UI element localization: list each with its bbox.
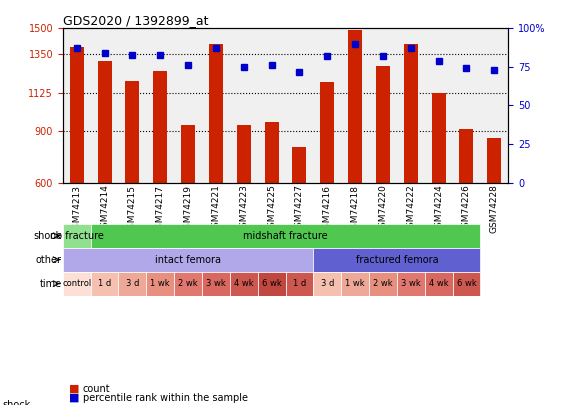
Text: GSM74226: GSM74226 [462, 185, 471, 234]
FancyBboxPatch shape [286, 272, 313, 296]
FancyBboxPatch shape [397, 272, 425, 296]
Text: no fracture: no fracture [50, 231, 104, 241]
Text: shock: shock [3, 400, 31, 405]
Text: ■: ■ [69, 384, 79, 394]
Text: GSM74222: GSM74222 [406, 185, 415, 233]
Text: GSM74224: GSM74224 [434, 185, 443, 233]
Bar [126, 81, 139, 183]
FancyBboxPatch shape [63, 248, 313, 272]
Text: 4 wk: 4 wk [429, 279, 448, 288]
FancyBboxPatch shape [63, 272, 91, 296]
FancyBboxPatch shape [258, 272, 286, 296]
FancyBboxPatch shape [91, 272, 119, 296]
Text: GDS2020 / 1392899_at: GDS2020 / 1392899_at [63, 14, 208, 27]
Text: GSM74223: GSM74223 [239, 185, 248, 234]
FancyBboxPatch shape [313, 248, 480, 272]
FancyBboxPatch shape [341, 272, 369, 296]
Text: 6 wk: 6 wk [262, 279, 282, 288]
Text: 3 wk: 3 wk [206, 279, 226, 288]
Text: percentile rank within the sample: percentile rank within the sample [83, 393, 248, 403]
FancyBboxPatch shape [119, 272, 146, 296]
Text: GSM74228: GSM74228 [490, 185, 499, 234]
Text: shock: shock [33, 231, 62, 241]
Text: control: control [62, 279, 91, 288]
Text: GSM74216: GSM74216 [323, 185, 332, 234]
FancyBboxPatch shape [230, 272, 258, 296]
Text: 1 d: 1 d [98, 279, 111, 288]
Text: 3 d: 3 d [126, 279, 139, 288]
Text: 2 wk: 2 wk [178, 279, 198, 288]
Text: GSM74217: GSM74217 [156, 185, 165, 234]
Text: GSM74221: GSM74221 [211, 185, 220, 234]
Text: GSM74213: GSM74213 [72, 185, 81, 234]
FancyBboxPatch shape [202, 272, 230, 296]
Text: 1 wk: 1 wk [150, 279, 170, 288]
Text: time: time [39, 279, 62, 289]
Bar [264, 122, 279, 183]
Bar [237, 125, 251, 183]
Text: GSM74215: GSM74215 [128, 185, 137, 234]
Text: midshaft fracture: midshaft fracture [243, 231, 328, 241]
Text: 3 d: 3 d [320, 279, 334, 288]
Text: 1 d: 1 d [293, 279, 306, 288]
Text: count: count [83, 384, 110, 394]
Text: GSM74225: GSM74225 [267, 185, 276, 234]
FancyBboxPatch shape [174, 272, 202, 296]
Bar [209, 44, 223, 183]
Bar [98, 61, 111, 183]
FancyBboxPatch shape [146, 272, 174, 296]
Text: GSM74218: GSM74218 [351, 185, 360, 234]
Bar [460, 130, 473, 183]
Text: 4 wk: 4 wk [234, 279, 254, 288]
Bar [348, 30, 362, 183]
Bar [181, 125, 195, 183]
Bar [376, 66, 390, 183]
Bar [70, 47, 84, 183]
FancyBboxPatch shape [313, 272, 341, 296]
Text: fractured femora: fractured femora [356, 255, 438, 264]
FancyBboxPatch shape [425, 272, 453, 296]
Text: 2 wk: 2 wk [373, 279, 393, 288]
Bar [153, 71, 167, 183]
FancyBboxPatch shape [369, 272, 397, 296]
Text: other: other [35, 255, 62, 264]
FancyBboxPatch shape [91, 224, 480, 248]
Bar [432, 94, 445, 183]
FancyBboxPatch shape [63, 224, 91, 248]
FancyBboxPatch shape [453, 272, 480, 296]
Text: intact femora: intact femora [155, 255, 221, 264]
Bar [404, 44, 418, 183]
Text: GSM74219: GSM74219 [183, 185, 192, 234]
Text: ■: ■ [69, 393, 79, 403]
Text: GSM74214: GSM74214 [100, 185, 109, 234]
Text: GSM74220: GSM74220 [379, 185, 388, 234]
Text: 1 wk: 1 wk [345, 279, 365, 288]
Bar [320, 82, 334, 183]
Bar [487, 138, 501, 183]
Text: 6 wk: 6 wk [457, 279, 476, 288]
Bar [292, 147, 307, 183]
Text: GSM74227: GSM74227 [295, 185, 304, 234]
Text: 3 wk: 3 wk [401, 279, 421, 288]
